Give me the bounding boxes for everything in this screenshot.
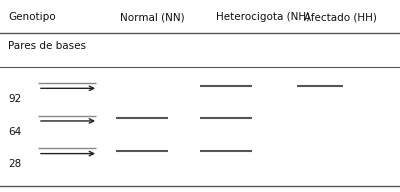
Text: Heterocigota (NH): Heterocigota (NH)	[216, 12, 310, 22]
Text: Afectado (HH): Afectado (HH)	[304, 12, 377, 22]
Text: Pares de bases: Pares de bases	[8, 41, 86, 51]
Text: 92: 92	[8, 94, 21, 104]
Text: Normal (NN): Normal (NN)	[120, 12, 185, 22]
Text: 28: 28	[8, 159, 21, 169]
Text: Genotipo: Genotipo	[8, 12, 56, 22]
Text: 64: 64	[8, 127, 21, 137]
